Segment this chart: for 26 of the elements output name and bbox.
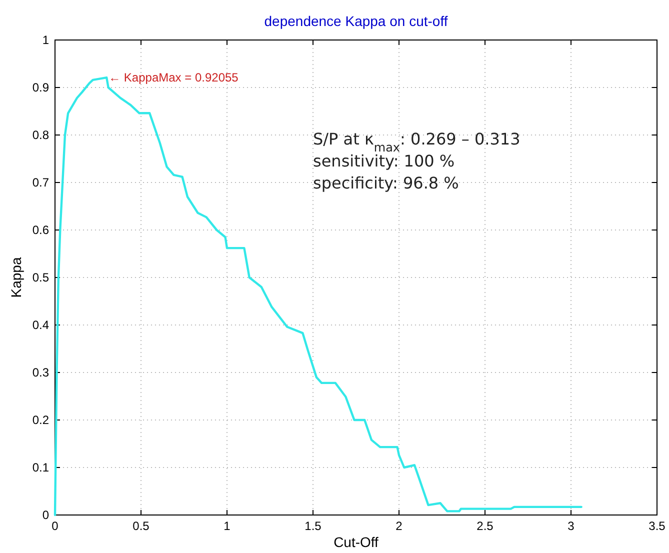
y-tick-label: 0.4 [32, 318, 50, 332]
x-tick-label: 2 [396, 519, 403, 533]
annotation: S/P at κ$_{max}$: 0.269 – 0.313 [313, 130, 520, 154]
x-tick-label: 0.5 [132, 519, 150, 533]
y-tick-label: 0.2 [32, 413, 50, 427]
x-tick-label: 3 [568, 519, 575, 533]
y-tick-label: 0.3 [32, 366, 50, 380]
x-tick-label: 1.5 [304, 519, 322, 533]
y-tick-label: 0.6 [32, 223, 50, 237]
y-tick-label: 0.9 [32, 80, 50, 94]
y-tick-label: 0.7 [32, 176, 50, 190]
annotation: sensitivity: 100 % [313, 152, 455, 170]
y-tick-label: 0.1 [32, 460, 50, 474]
x-tick-label: 1 [224, 519, 231, 533]
y-tick-label: 1 [42, 33, 50, 47]
x-tick-label: 0 [52, 519, 59, 533]
x-tick-label: 2.5 [476, 519, 494, 533]
chart-title: dependence Kappa on cut-off [264, 13, 448, 29]
y-axis-title: Kappa [8, 257, 24, 298]
y-tick-label: 0.5 [32, 270, 50, 284]
x-tick-label: 3.5 [648, 519, 666, 533]
y-tick-label: 0 [42, 508, 50, 522]
annotation: ← KappaMax = 0.92055 [108, 70, 239, 85]
x-axis-title: Cut-Off [334, 534, 379, 550]
y-tick-label: 0.8 [32, 128, 50, 142]
annotation: specificity: 96.8 % [313, 174, 459, 192]
